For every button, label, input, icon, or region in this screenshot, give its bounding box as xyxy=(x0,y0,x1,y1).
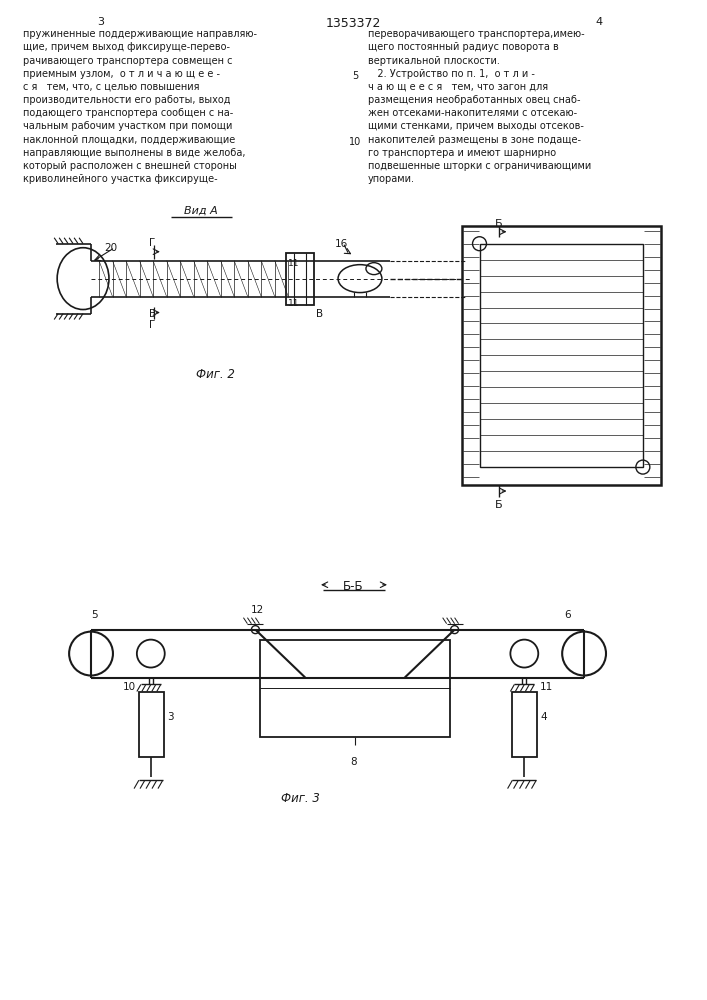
Text: 12: 12 xyxy=(250,605,264,615)
Text: Фиг. 2: Фиг. 2 xyxy=(196,368,235,381)
Text: щего постоянный радиус поворота в: щего постоянный радиус поворота в xyxy=(368,42,559,52)
Text: го транспортера и имеют шарнирно: го транспортера и имеют шарнирно xyxy=(368,148,556,158)
Text: 4: 4 xyxy=(540,712,547,722)
Text: подвешенные шторки с ограничивающими: подвешенные шторки с ограничивающими xyxy=(368,161,591,171)
Bar xyxy=(513,692,537,757)
Text: с я   тем, что, с целью повышения: с я тем, что, с целью повышения xyxy=(23,82,200,92)
Text: Г: Г xyxy=(148,320,155,330)
Text: Вид А: Вид А xyxy=(184,206,218,216)
Text: размещения необработанных овец снаб-: размещения необработанных овец снаб- xyxy=(368,95,580,105)
Text: 20: 20 xyxy=(104,243,117,253)
Text: который расположен с внешней стороны: который расположен с внешней стороны xyxy=(23,161,237,171)
Text: 8: 8 xyxy=(350,757,356,767)
Text: 4: 4 xyxy=(595,17,602,27)
Text: 10: 10 xyxy=(349,137,361,147)
Bar xyxy=(260,640,450,737)
Text: 5: 5 xyxy=(91,610,98,620)
Text: 3: 3 xyxy=(167,712,173,722)
Bar xyxy=(139,692,164,757)
Text: переворачивающего транспортера,имею-: переворачивающего транспортера,имею- xyxy=(368,29,585,39)
Bar xyxy=(479,244,643,467)
Text: 3: 3 xyxy=(98,17,105,27)
Text: 11: 11 xyxy=(540,682,554,692)
Text: Б-Б: Б-Б xyxy=(343,580,363,593)
Text: 6: 6 xyxy=(564,610,571,620)
Text: 2. Устройство по п. 1,  о т л и -: 2. Устройство по п. 1, о т л и - xyxy=(368,69,534,79)
Text: 5: 5 xyxy=(352,71,358,81)
Text: накопителей размещены в зоне подаще-: накопителей размещены в зоне подаще- xyxy=(368,135,581,145)
Text: ч а ю щ е е с я   тем, что загон для: ч а ю щ е е с я тем, что загон для xyxy=(368,82,548,92)
Text: 1353372: 1353372 xyxy=(325,17,380,30)
Text: чальным рабочим участком при помощи: чальным рабочим участком при помощи xyxy=(23,121,233,131)
Text: щими стенками, причем выходы отсеков-: щими стенками, причем выходы отсеков- xyxy=(368,121,584,131)
Text: упорами.: упорами. xyxy=(368,174,415,184)
Text: Б: Б xyxy=(494,219,502,229)
Bar xyxy=(462,226,661,485)
Text: 10: 10 xyxy=(123,682,136,692)
Text: 11: 11 xyxy=(288,259,300,268)
Text: подающего транспортера сообщен с на-: подающего транспортера сообщен с на- xyxy=(23,108,233,118)
Text: наклонной площадки, поддерживающие: наклонной площадки, поддерживающие xyxy=(23,135,235,145)
Text: щие, причем выход фиксируще-перево-: щие, причем выход фиксируще-перево- xyxy=(23,42,230,52)
Text: В: В xyxy=(148,309,156,319)
Text: криволинейного участка фиксируще-: криволинейного участка фиксируще- xyxy=(23,174,218,184)
Text: пружиненные поддерживающие направляю-: пружиненные поддерживающие направляю- xyxy=(23,29,257,39)
Bar xyxy=(286,253,314,305)
Text: направляющие выполнены в виде желоба,: направляющие выполнены в виде желоба, xyxy=(23,148,246,158)
Text: рачивающего транспортера совмещен с: рачивающего транспортера совмещен с xyxy=(23,56,233,66)
Text: 16: 16 xyxy=(335,239,349,249)
Text: Г: Г xyxy=(148,238,155,248)
Text: 11: 11 xyxy=(288,299,300,308)
Text: приемным узлом,  о т л и ч а ю щ е е -: приемным узлом, о т л и ч а ю щ е е - xyxy=(23,69,221,79)
Text: вертикальной плоскости.: вертикальной плоскости. xyxy=(368,56,500,66)
Text: производительности его работы, выход: производительности его работы, выход xyxy=(23,95,230,105)
Text: Б: Б xyxy=(494,500,502,510)
Text: В: В xyxy=(316,309,323,319)
Text: Фиг. 3: Фиг. 3 xyxy=(281,792,320,805)
Text: жен отсеками-накопителями с отсекаю-: жен отсеками-накопителями с отсекаю- xyxy=(368,108,577,118)
